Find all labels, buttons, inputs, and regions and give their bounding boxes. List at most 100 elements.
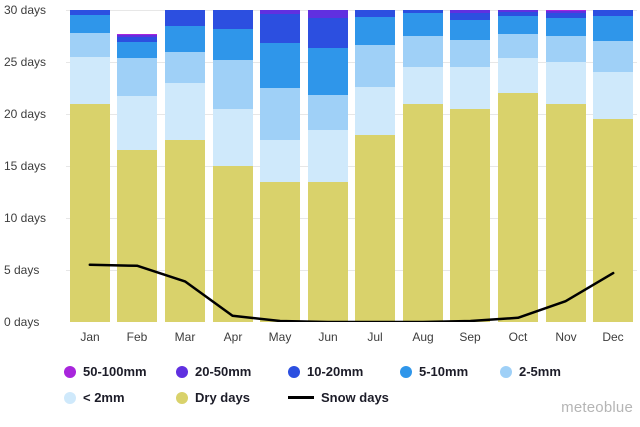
bar-segment-2mm-jan [70, 56, 110, 104]
legend-label: 20-50mm [195, 364, 252, 379]
bar-segment-5-10mm-may [260, 43, 300, 88]
y-tick-label: 20 days [4, 107, 47, 121]
bar-segment-10-20mm-mar [165, 10, 205, 26]
bar-segment-2mm-dec [593, 72, 633, 120]
bar-segment-2-5mm-aug [403, 36, 443, 68]
y-tick-label: 15 days [4, 159, 47, 173]
legend-circle-marker [288, 365, 300, 378]
x-tick-label-sep: Sep [459, 330, 481, 344]
bar-segment-10-20mm-nov [546, 13, 586, 19]
bar-segment-2-5mm-feb [117, 57, 157, 97]
legend-item-10-20mm: 10-20mm [288, 364, 400, 379]
bar-segment-20-50mm-oct [498, 10, 538, 13]
x-tick-label-oct: Oct [508, 330, 528, 344]
legend-label: Snow days [321, 390, 389, 405]
bar-segment-10-20mm-sep [450, 13, 490, 21]
legend-item-2mm: < 2mm [64, 390, 176, 405]
bar-segment-dry-days-jan [70, 103, 110, 322]
bar-segment-20-50mm-feb [117, 34, 157, 38]
bar-segment-2-5mm-nov [546, 36, 586, 62]
bar-segment-20-50mm-nov [546, 11, 586, 14]
bar-segment-2mm-feb [117, 96, 157, 151]
bar-segment-5-10mm-jun [308, 48, 348, 96]
bar-segment-20-50mm-sep [450, 10, 490, 14]
y-tick-label: 30 days [4, 3, 47, 17]
legend-label: < 2mm [83, 390, 125, 405]
gridline [66, 10, 637, 11]
bar-segment-2-5mm-oct [498, 33, 538, 58]
bar-segment-2mm-sep [450, 67, 490, 109]
y-tick-label: 10 days [4, 211, 47, 225]
bar-segment-10-20mm-apr [213, 10, 253, 29]
legend-line-marker [288, 396, 314, 399]
x-tick-label-aug: Aug [412, 330, 434, 344]
bar-segment-2mm-may [260, 140, 300, 182]
x-tick-label-jul: Jul [367, 330, 383, 344]
bar-segment-50-100mm-feb [117, 33, 157, 35]
legend-item-5-10mm: 5-10mm [400, 364, 500, 379]
y-tick-label: 0 days [4, 315, 40, 329]
x-tick-label-nov: Nov [555, 330, 577, 344]
bar-segment-5-10mm-mar [165, 25, 205, 52]
bar-segment-10-20mm-oct [498, 12, 538, 17]
bar-segment-20-50mm-jun [308, 10, 348, 19]
bar-segment-2mm-mar [165, 82, 205, 140]
legend-item-snow-days: Snow days [288, 390, 400, 405]
y-tick-label: 25 days [4, 55, 47, 69]
bar-segment-2-5mm-jan [70, 32, 110, 57]
bar-segment-2-5mm-may [260, 88, 300, 140]
gridline [66, 166, 637, 167]
x-tick-label-dec: Dec [602, 330, 624, 344]
y-tick-label: 5 days [4, 263, 40, 277]
bar-segment-dry-days-jul [355, 134, 395, 322]
bar-segment-10-20mm-may [260, 14, 300, 44]
legend-circle-marker [64, 365, 76, 378]
bar-segment-dry-days-sep [450, 108, 490, 322]
bar-segment-dry-days-dec [593, 119, 633, 322]
bar-segment-2-5mm-apr [213, 59, 253, 109]
bar-segment-5-10mm-nov [546, 18, 586, 36]
bar-segment-5-10mm-oct [498, 16, 538, 34]
x-tick-label-mar: Mar [174, 330, 196, 344]
bar-segment-dry-days-aug [403, 103, 443, 322]
bar-segment-5-10mm-aug [403, 13, 443, 36]
legend-label: 5-10mm [419, 364, 469, 379]
meteoblue-watermark: meteoblue [561, 399, 633, 416]
legend-label: 10-20mm [307, 364, 364, 379]
bar-segment-5-10mm-sep [450, 20, 490, 41]
legend: 50-100mm 20-50mm 10-20mm 5-10mm 2-5mm < 2mm Dr… [64, 364, 600, 405]
gridline [66, 114, 637, 115]
legend-circle-marker [176, 365, 188, 378]
legend-circle-marker [500, 365, 512, 378]
bar-segment-2mm-nov [546, 62, 586, 104]
legend-item-dry-days: Dry days [176, 390, 288, 405]
bar-segment-2mm-oct [498, 57, 538, 94]
legend-label: Dry days [195, 390, 250, 405]
legend-circle-marker [176, 391, 188, 404]
legend-item-50-100mm: 50-100mm [64, 364, 176, 379]
x-tick-label-may: May [268, 330, 292, 344]
bar-segment-dry-days-may [260, 181, 300, 322]
bar-segment-5-10mm-jan [70, 15, 110, 33]
x-tick-label-jan: Jan [80, 330, 100, 344]
bar-segment-10-20mm-feb [117, 37, 157, 43]
x-tick-label-jun: Jun [318, 330, 338, 344]
bar-segment-10-20mm-jun [308, 18, 348, 49]
legend-item-20-50mm: 20-50mm [176, 364, 288, 379]
legend-circle-marker [400, 365, 412, 378]
x-axis: Jan Feb Mar Apr May Jun Jul Aug Sep Oct Nov Dec [66, 330, 637, 346]
legend-label: 50-100mm [83, 364, 147, 379]
gridline [66, 62, 637, 63]
bar-segment-20-50mm-may [260, 10, 300, 15]
bar-segment-10-20mm-aug [403, 10, 443, 14]
x-tick-label-apr: Apr [223, 330, 243, 344]
bar-segment-50-100mm-nov [546, 10, 586, 12]
y-axis: 0 days 5 days 10 days 15 days 20 days 25 days… [0, 3, 64, 329]
bar-segment-5-10mm-feb [117, 42, 157, 58]
bar-segment-2mm-aug [403, 67, 443, 104]
bar-segment-2mm-apr [213, 108, 253, 166]
bar-segment-dry-days-jun [308, 181, 348, 322]
bar-segment-2-5mm-sep [450, 40, 490, 68]
plot-area [66, 10, 637, 322]
bar-segment-2-5mm-jun [308, 95, 348, 130]
